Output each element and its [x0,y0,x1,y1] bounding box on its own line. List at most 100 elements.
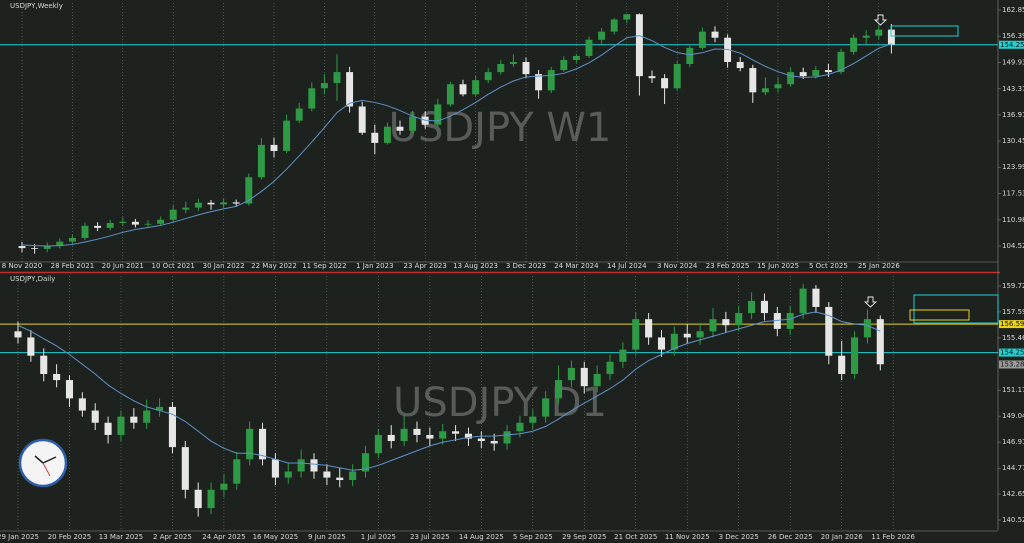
candle-body [257,144,265,178]
y-tick-label: 157.590 [1002,308,1024,316]
candle-body [194,202,202,208]
candle-body [232,202,240,204]
x-tick-label: 14 Jul 2024 [607,262,647,270]
candle-body [168,406,176,448]
x-tick-label: 11 Nov 2025 [665,533,710,541]
candle-body [761,88,769,93]
arrow-icon [873,14,888,26]
candle-body [194,489,202,509]
y-tick-label: 144.770 [1002,464,1024,472]
candle-body [812,288,820,307]
candle-body [323,471,331,478]
candle-body [773,313,781,329]
y-tick-label: 151.170 [1002,386,1024,394]
candle-body [799,288,807,314]
last-price-label: 153.281 [1000,360,1024,368]
candle-body [144,223,152,225]
candle-body [635,14,643,77]
candle-body [245,177,253,204]
candle-body [787,72,795,85]
candle-body [220,483,228,490]
candle-body [220,202,228,205]
candle-body [825,306,833,356]
zone-box [913,294,999,324]
candle-body [181,447,189,490]
candle-body [27,337,35,356]
candle-body [632,319,640,350]
candle-body [736,61,744,69]
candle-body [722,319,730,326]
price-level-label: 154.258 [1000,41,1024,49]
candle-body [812,70,820,77]
x-tick-label: 10 Oct 2021 [152,262,195,270]
x-tick-label: 20 Jan 2026 [821,533,864,541]
x-tick-label: 30 Jan 2022 [203,262,245,270]
candle-body [497,64,505,73]
candle-body [358,106,366,133]
x-tick-label: 29 Jan 2025 [0,533,39,541]
candle-body [711,31,719,38]
candle-body [94,225,102,228]
chart-watermark: USDJPY D1 [393,380,607,426]
y-tick-label: 123.995 [1002,163,1024,171]
x-tick-label: 20 Jun 2021 [102,262,144,270]
y-tick-label: 143.375 [1002,85,1024,93]
candle-body [346,72,354,107]
candle-body [117,416,125,435]
candle-body [484,72,492,81]
candle-body [374,434,382,454]
candle-body [838,355,846,374]
x-tick-label: 22 May 2022 [251,262,297,270]
candle-body [396,126,404,131]
candle-body [246,428,254,460]
x-tick-label: 11 Feb 2026 [871,533,915,541]
price-level-tag [999,320,1024,329]
clock-widget [18,438,68,488]
zone-box [909,309,970,321]
candle-body [157,219,165,224]
candle-body [53,373,61,381]
candle-body [623,14,631,20]
candle-body [464,433,472,439]
x-tick-label: 15 Jun 2025 [757,262,799,270]
candle-body [760,300,768,314]
x-tick-label: 1 Jan 2023 [356,262,394,270]
candle-body [182,207,190,210]
candle-body [284,471,292,478]
candle-body [336,477,344,481]
x-tick-label: 24 Apr 2025 [202,533,245,541]
candle-body [529,416,537,423]
candle-body [81,225,89,238]
candle-body [169,209,177,220]
candle-body [503,431,511,444]
candle-body [308,88,316,109]
x-tick-label: 1 Jul 2025 [361,533,396,541]
price-level-label: 156.594 [1000,320,1024,328]
candle-body [310,459,318,472]
candle-body [119,221,127,224]
candle-body [383,126,391,143]
x-tick-label: 21 Oct 2025 [614,533,657,541]
x-tick-label: 25 Jan 2026 [858,262,901,270]
y-tick-label: 136.915 [1002,111,1024,119]
candle-body [18,246,26,249]
candle-body [749,68,757,93]
candle-body [78,398,86,411]
price-level-label: 154.258 [1000,349,1024,357]
candle-body [56,241,64,247]
candle-body [143,410,151,423]
candle-body [774,84,782,89]
candle-body [837,51,845,73]
x-tick-label: 3 Dec 2023 [506,262,546,270]
candle-body [371,132,379,143]
candle-body [887,29,895,45]
candle-body [68,237,76,242]
candle-body [295,108,303,121]
candle-body [233,459,241,484]
candle-body [645,319,653,338]
candle-body [106,223,114,228]
x-tick-label: 28 Feb 2021 [51,262,95,270]
chart-watermark: USDJPY W1 [389,105,612,151]
